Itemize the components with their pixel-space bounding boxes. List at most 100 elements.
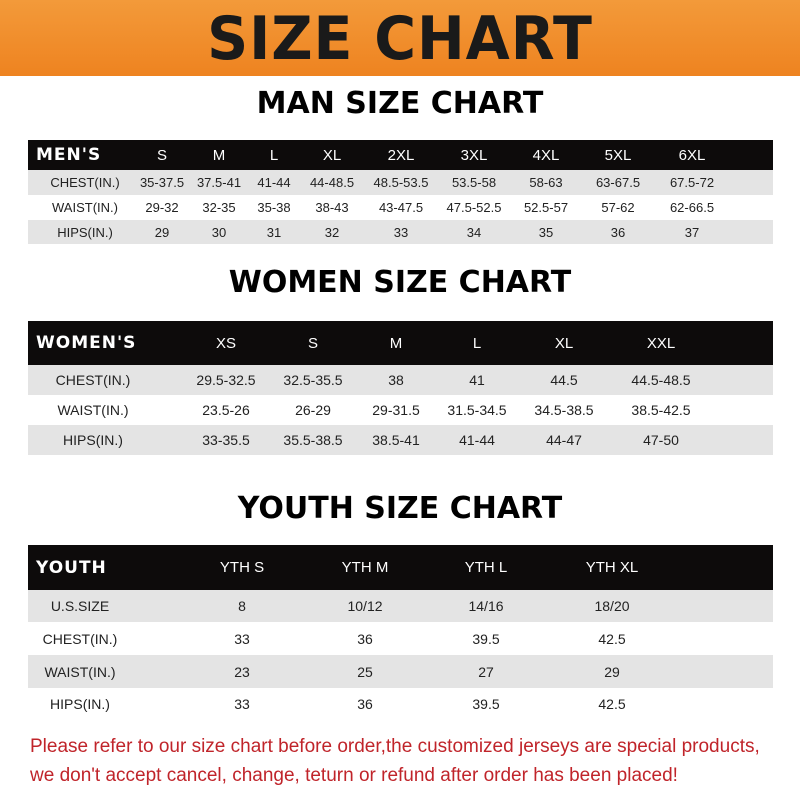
- table-row: WAIST(IN.) 23 25 27 29: [28, 655, 773, 688]
- table-cell: 35: [538, 224, 554, 240]
- table-cell: 52.5-57: [523, 200, 569, 215]
- row-label: WOMEN'S: [36, 333, 137, 353]
- table-row: HIPS(IN.) 33-35.5 35.5-38.5 38.5-41 41-44 44-…: [28, 425, 773, 455]
- table-cell: M: [389, 334, 403, 352]
- table-cell: 35-38: [257, 200, 291, 215]
- table-row: WAIST(IN.) 29-32 32-35 35-38 38-43 43-47.5 47.…: [28, 195, 773, 220]
- table-cell: XS: [215, 334, 237, 352]
- table-cell: 25: [357, 663, 373, 680]
- table-cell: 53.5-58: [451, 175, 497, 190]
- banner: SIZE CHART: [0, 0, 800, 76]
- table-cell: M: [212, 146, 226, 164]
- row-label: CHEST(IN.): [42, 630, 118, 647]
- table-cell: YTH M: [341, 559, 389, 576]
- table-cell: XL: [554, 334, 574, 352]
- table-cell: 5XL: [604, 146, 632, 164]
- table-cell: XXL: [646, 334, 676, 352]
- table-cell: 35.5-38.5: [283, 432, 343, 448]
- table-cell: 32-35: [202, 200, 236, 215]
- row-label: WAIST(IN.): [57, 402, 129, 418]
- table-row: HIPS(IN.) 33 36 39.5 42.5: [28, 688, 773, 719]
- table-cell: 34: [466, 224, 482, 240]
- table-cell: 29-31.5: [372, 402, 420, 418]
- table-cell: YTH L: [464, 559, 508, 576]
- table-cell: 41-44: [257, 175, 291, 190]
- table-cell: 48.5-53.5: [373, 175, 429, 190]
- table-cell: 31: [266, 224, 282, 240]
- table-cell: 41: [469, 372, 485, 388]
- table-cell: 44.5-48.5: [631, 372, 691, 388]
- table-cell: 37.5-41: [196, 175, 242, 190]
- table-cell: 23: [234, 663, 250, 680]
- table-cell: YTH XL: [585, 559, 639, 576]
- table-cell: 38.5-42.5: [631, 402, 691, 418]
- row-label: CHEST(IN.): [55, 372, 131, 388]
- table-row: WAIST(IN.) 23.5-26 26-29 29-31.5 31.5-34.5 34…: [28, 395, 773, 425]
- table-cell: 39.5: [472, 630, 500, 647]
- table-cell: 8: [238, 598, 246, 614]
- table-cell: 63-67.5: [595, 175, 641, 190]
- table-cell: 14/16: [468, 598, 504, 614]
- table-cell: 29: [154, 224, 170, 240]
- row-label: WAIST(IN.): [44, 663, 116, 680]
- table-cell: 36: [357, 630, 373, 647]
- table-row: U.S.SIZE 8 10/12 14/16 18/20: [28, 590, 773, 622]
- table-cell: 29-32: [145, 200, 179, 215]
- table-cell: L: [269, 146, 279, 164]
- row-label: WAIST(IN.): [52, 200, 118, 215]
- table-cell: 27: [478, 663, 494, 680]
- table-cell: 33-35.5: [202, 432, 250, 448]
- table-cell: 31.5-34.5: [447, 402, 507, 418]
- table-cell: YTH S: [219, 559, 265, 576]
- row-label: HIPS(IN.): [50, 695, 110, 712]
- table-cell: 39.5: [472, 695, 500, 712]
- table-cell: 2XL: [387, 146, 415, 164]
- row-label: CHEST(IN.): [50, 175, 120, 190]
- table-cell: 67.5-72: [669, 175, 715, 190]
- banner-title: SIZE CHART: [207, 4, 593, 74]
- table-cell: 36: [610, 224, 626, 240]
- table-cell: 36: [357, 695, 373, 712]
- table-cell: 3XL: [460, 146, 488, 164]
- table-cell: 47.5-52.5: [446, 200, 502, 215]
- table-cell: S: [307, 334, 319, 352]
- youth-section-title: YOUTH SIZE CHART: [237, 491, 563, 526]
- table-cell: 44-47: [546, 432, 582, 448]
- table-cell: S: [156, 146, 168, 164]
- table-cell: 62-66.5: [669, 200, 715, 215]
- table-cell: XL: [322, 146, 342, 164]
- row-label: MEN'S: [36, 145, 102, 165]
- table-header-row: WOMEN'S XS S M L XL XXL: [28, 321, 773, 365]
- table-cell: 44-48.5: [309, 175, 355, 190]
- table-cell: 18/20: [594, 598, 630, 614]
- table-cell: 32.5-35.5: [283, 372, 343, 388]
- table-cell: 42.5: [598, 630, 626, 647]
- table-cell: 10/12: [347, 598, 383, 614]
- row-label: HIPS(IN.): [63, 432, 123, 448]
- table-cell: 33: [234, 630, 250, 647]
- notice-line-1: Please refer to our size chart before or…: [30, 736, 760, 757]
- youth-size-table: YOUTH YTH S YTH M YTH L YTH XL U.S.SIZE 8 10/12…: [28, 545, 773, 719]
- table-cell: 37: [684, 224, 700, 240]
- table-cell: 29: [604, 663, 620, 680]
- table-header-row: MEN'S S M L XL 2XL 3XL 4XL 5XL 6XL: [28, 140, 773, 170]
- table-cell: 35-37.5: [139, 175, 185, 190]
- table-row: CHEST(IN.) 33 36 39.5 42.5: [28, 622, 773, 655]
- table-cell: 43-47.5: [378, 200, 424, 215]
- table-cell: 30: [211, 224, 227, 240]
- table-cell: 29.5-32.5: [196, 372, 256, 388]
- notice-line-2: we don't accept cancel, change, teturn o…: [30, 765, 678, 786]
- table-cell: 33: [234, 695, 250, 712]
- table-cell: 41-44: [459, 432, 495, 448]
- table-cell: 58-63: [529, 175, 563, 190]
- table-cell: 44.5: [550, 372, 578, 388]
- table-cell: 34.5-38.5: [534, 402, 594, 418]
- table-cell: 38: [388, 372, 404, 388]
- table-cell: 57-62: [601, 200, 635, 215]
- table-header-row: YOUTH YTH S YTH M YTH L YTH XL: [28, 545, 773, 590]
- table-row: HIPS(IN.) 29 30 31 32 33 34 35 36 37: [28, 220, 773, 244]
- table-cell: 4XL: [532, 146, 560, 164]
- women-section-title: WOMEN SIZE CHART: [228, 265, 572, 300]
- men-section-title: MAN SIZE CHART: [256, 86, 544, 121]
- table-row: CHEST(IN.) 29.5-32.5 32.5-35.5 38 41 44.5 44.5…: [28, 365, 773, 395]
